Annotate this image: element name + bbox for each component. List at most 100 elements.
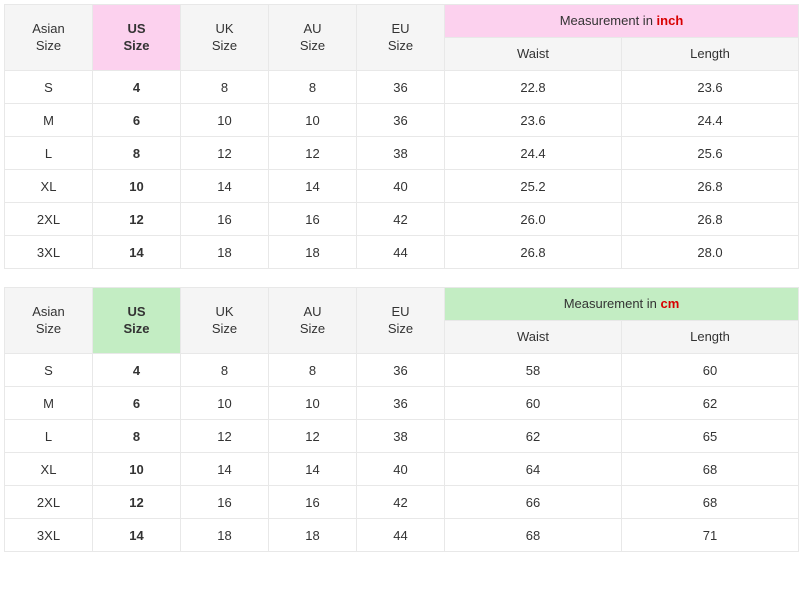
cell-waist: 66 xyxy=(445,486,622,519)
cell-waist: 23.6 xyxy=(445,104,622,137)
cell-au: 18 xyxy=(269,236,357,269)
col-header-eu-line2: Size xyxy=(388,321,413,336)
cell-length: 28.0 xyxy=(622,236,799,269)
table-row: 3XL141818446871 xyxy=(5,519,799,552)
cell-asian: M xyxy=(5,104,93,137)
cell-asian: S xyxy=(5,354,93,387)
cell-uk: 12 xyxy=(181,420,269,453)
size-chart-container: AsianSizeUSSizeUKSizeAUSizeEUSizeMeasure… xyxy=(4,4,798,552)
col-header-au-line1: AU xyxy=(303,21,321,36)
cell-au: 14 xyxy=(269,453,357,486)
cell-uk: 14 xyxy=(181,453,269,486)
size-table-cm: AsianSize US Size UK Size AUSize EU Size Measure… xyxy=(4,287,799,552)
cell-asian: XL xyxy=(5,453,93,486)
cell-waist: 62 xyxy=(445,420,622,453)
col-header-uk: UKSize xyxy=(181,5,269,71)
cell-us: 6 xyxy=(93,104,181,137)
cell-length: 68 xyxy=(622,486,799,519)
col-header-au: AUSize xyxy=(269,5,357,71)
col-header-asian: AsianSize xyxy=(5,288,93,354)
col-header-measurement: Measurement in inch xyxy=(445,5,799,38)
col-header-us-line1: US xyxy=(127,21,145,36)
cell-asian: L xyxy=(5,137,93,170)
cell-eu: 44 xyxy=(357,519,445,552)
col-header-asian-line1: Asian xyxy=(32,21,65,36)
cell-us: 4 xyxy=(93,71,181,104)
cell-us: 4 xyxy=(93,354,181,387)
table-row: 3XL1418184426.828.0 xyxy=(5,236,799,269)
cell-uk: 8 xyxy=(181,354,269,387)
cell-asian: 2XL xyxy=(5,486,93,519)
cell-asian: S xyxy=(5,71,93,104)
col-header-us: US Size xyxy=(93,5,181,71)
size-table-inch: AsianSizeUSSizeUKSizeAUSizeEUSizeMeasure… xyxy=(4,4,799,269)
cell-waist: 58 xyxy=(445,354,622,387)
cell-uk: 16 xyxy=(181,486,269,519)
cell-eu: 44 xyxy=(357,236,445,269)
measurement-unit: inch xyxy=(657,13,684,28)
col-header-uk: UK Size xyxy=(181,288,269,354)
cell-us: 10 xyxy=(93,170,181,203)
cell-au: 12 xyxy=(269,137,357,170)
cell-waist: 60 xyxy=(445,387,622,420)
col-header-measurement: Measurement in cm xyxy=(445,288,799,321)
cell-au: 10 xyxy=(269,387,357,420)
cell-au: 12 xyxy=(269,420,357,453)
table-row: S4883622.823.6 xyxy=(5,71,799,104)
table-row: S488365860 xyxy=(5,354,799,387)
cell-length: 23.6 xyxy=(622,71,799,104)
cell-us: 8 xyxy=(93,420,181,453)
cell-length: 26.8 xyxy=(622,203,799,236)
cell-asian: 3XL xyxy=(5,236,93,269)
col-header-waist: Waist xyxy=(445,38,622,71)
cell-eu: 36 xyxy=(357,387,445,420)
col-header-eu-line2: Size xyxy=(388,38,413,53)
cell-uk: 18 xyxy=(181,236,269,269)
table-row: 2XL121616426668 xyxy=(5,486,799,519)
cell-length: 68 xyxy=(622,453,799,486)
cell-waist: 68 xyxy=(445,519,622,552)
col-header-au: AUSize xyxy=(269,288,357,354)
cell-us: 14 xyxy=(93,519,181,552)
table-row: 2XL1216164226.026.8 xyxy=(5,203,799,236)
cell-us: 14 xyxy=(93,236,181,269)
col-header-uk-line2: Size xyxy=(212,321,237,336)
cell-length: 26.8 xyxy=(622,170,799,203)
col-header-us: US Size xyxy=(93,288,181,354)
cell-eu: 40 xyxy=(357,453,445,486)
cell-eu: 40 xyxy=(357,170,445,203)
table-row: XL101414406468 xyxy=(5,453,799,486)
cell-us: 6 xyxy=(93,387,181,420)
cell-au: 18 xyxy=(269,519,357,552)
col-header-waist: Waist xyxy=(445,321,622,354)
col-header-us-line2: Size xyxy=(123,38,149,53)
cell-us: 12 xyxy=(93,486,181,519)
cell-asian: 3XL xyxy=(5,519,93,552)
cell-waist: 24.4 xyxy=(445,137,622,170)
col-header-us-line1: US xyxy=(127,304,145,319)
cell-length: 25.6 xyxy=(622,137,799,170)
col-header-eu: EUSize xyxy=(357,5,445,71)
table-row: L81212386265 xyxy=(5,420,799,453)
cell-asian: M xyxy=(5,387,93,420)
col-header-uk-line1: UK xyxy=(215,304,233,319)
cell-uk: 16 xyxy=(181,203,269,236)
cell-us: 10 xyxy=(93,453,181,486)
col-header-eu: EU Size xyxy=(357,288,445,354)
cell-eu: 42 xyxy=(357,203,445,236)
cell-asian: XL xyxy=(5,170,93,203)
col-header-eu-line1: EU xyxy=(391,304,409,319)
cell-au: 14 xyxy=(269,170,357,203)
cell-us: 8 xyxy=(93,137,181,170)
cell-waist: 64 xyxy=(445,453,622,486)
table-row: M610103623.624.4 xyxy=(5,104,799,137)
measurement-prefix: Measurement in xyxy=(560,13,657,28)
cell-waist: 26.8 xyxy=(445,236,622,269)
col-header-us-line2: Size xyxy=(123,321,149,336)
col-header-uk-line1: UK xyxy=(215,21,233,36)
cell-length: 71 xyxy=(622,519,799,552)
cell-waist: 26.0 xyxy=(445,203,622,236)
cell-au: 16 xyxy=(269,486,357,519)
cell-waist: 25.2 xyxy=(445,170,622,203)
cell-asian: L xyxy=(5,420,93,453)
